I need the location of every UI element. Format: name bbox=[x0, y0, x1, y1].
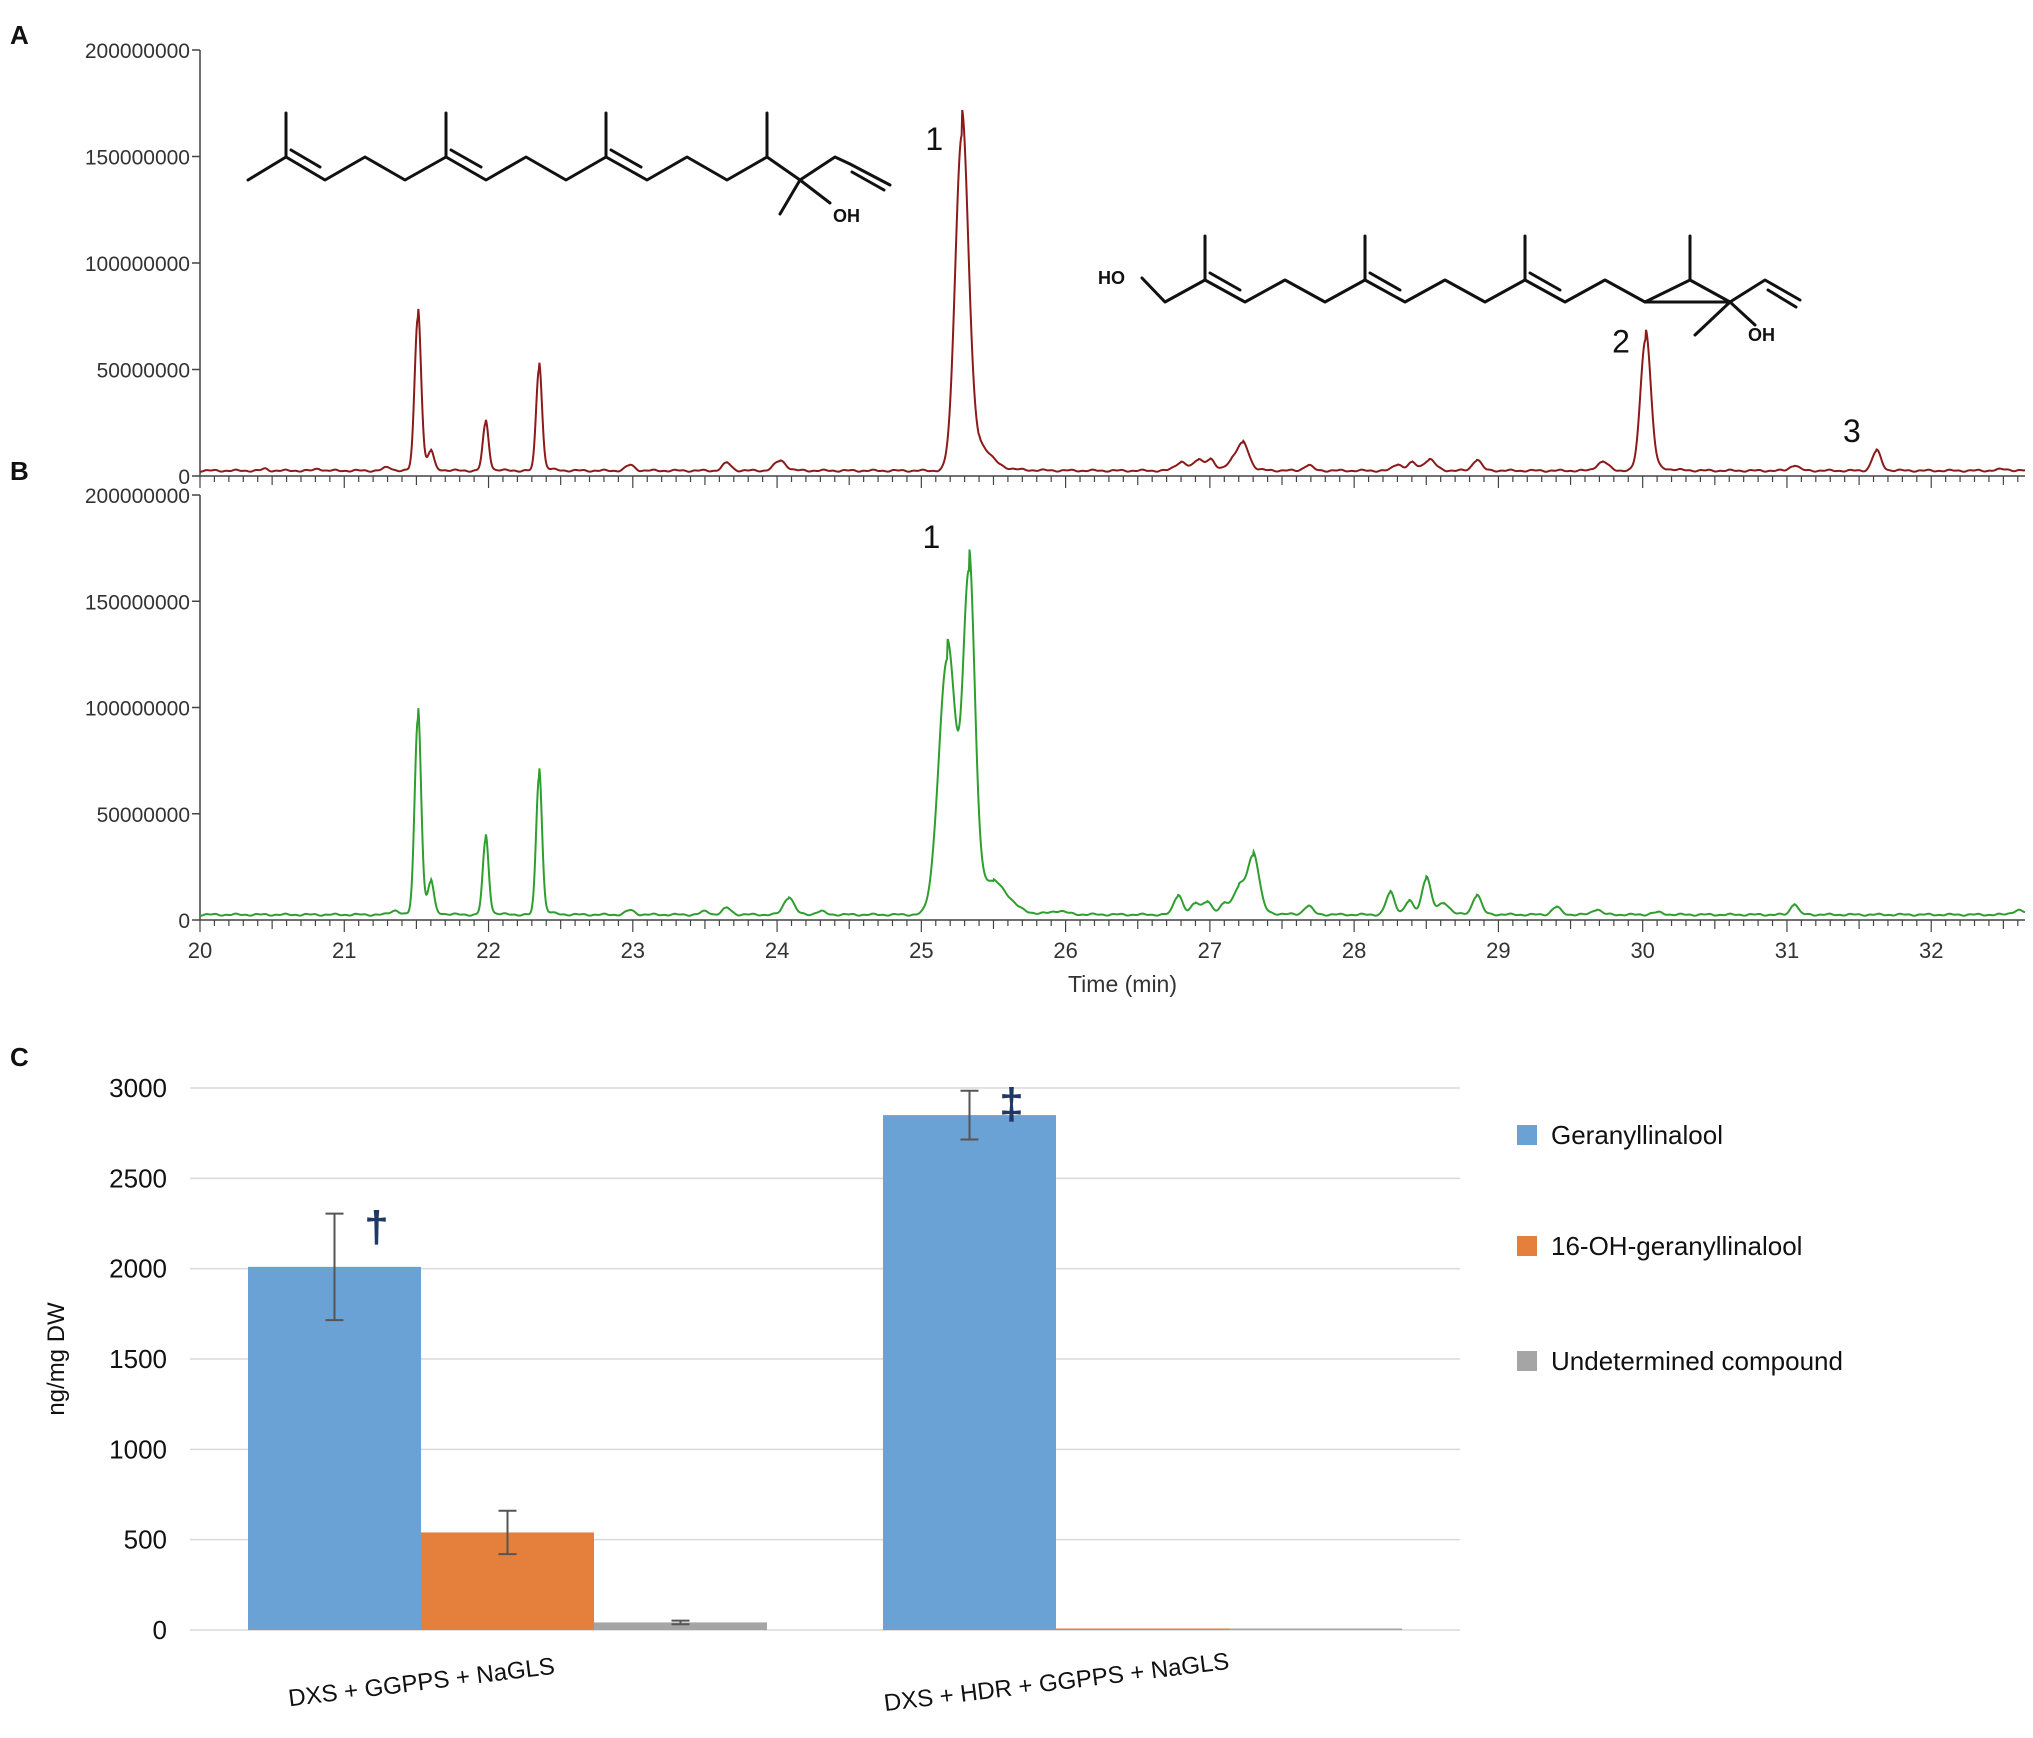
structure-1-oh-label: OH bbox=[833, 206, 860, 226]
x-tick-label: 27 bbox=[1198, 938, 1222, 963]
y-tick-label: 1500 bbox=[109, 1344, 167, 1374]
chromatogram-a: 0 50000000 100000000 150000000 200000000 1 2 3 bbox=[85, 40, 2026, 489]
legend-label: Geranyllinalool bbox=[1551, 1120, 1723, 1150]
legend-swatch bbox=[1517, 1125, 1537, 1145]
significance-mark: † bbox=[364, 1203, 388, 1252]
structure-2-double-bond bbox=[1766, 288, 1798, 309]
category-label: DXS + HDR + GGPPS + NaGLS bbox=[883, 1648, 1231, 1717]
x-tick-label: 30 bbox=[1630, 938, 1654, 963]
x-tick-label: 22 bbox=[476, 938, 500, 963]
legend-label: 16-OH-geranyllinalool bbox=[1551, 1231, 1802, 1261]
structure-2-double-bond bbox=[1528, 271, 1562, 292]
y-axis-label: ng/mg DW bbox=[43, 1302, 70, 1416]
bar bbox=[594, 1622, 767, 1630]
peak-label: 2 bbox=[1612, 323, 1630, 359]
structure-1-double-bond bbox=[609, 148, 643, 169]
y-tick-label: 50000000 bbox=[97, 360, 190, 383]
x-tick-label: 32 bbox=[1919, 938, 1943, 963]
y-tick-label: 200000000 bbox=[85, 485, 190, 508]
y-tick-label: 0 bbox=[153, 1615, 167, 1645]
y-tick-label: 2000 bbox=[109, 1254, 167, 1284]
structure-1-double-bond bbox=[850, 170, 886, 192]
bar bbox=[1056, 1628, 1229, 1630]
structure-1-bond bbox=[778, 178, 802, 216]
peak-label: 1 bbox=[923, 519, 941, 555]
legend-swatch bbox=[1517, 1351, 1537, 1371]
x-tick-label: 24 bbox=[765, 938, 789, 963]
structure-1-bond bbox=[798, 178, 832, 205]
x-tick-label: 25 bbox=[909, 938, 933, 963]
x-tick-label: 23 bbox=[621, 938, 645, 963]
structure-2-oh-label: OH bbox=[1748, 325, 1775, 345]
peak-label: 1 bbox=[925, 121, 943, 157]
chromatogram-trace bbox=[199, 109, 2026, 473]
y-tick-label: 3000 bbox=[109, 1073, 167, 1103]
chromatogram-b: 0 50000000 100000000 150000000 200000000 20 21… bbox=[85, 485, 2026, 997]
legend-label: Undetermined compound bbox=[1551, 1346, 1843, 1376]
panel-label-c: C bbox=[10, 1042, 29, 1072]
x-tick-label: 26 bbox=[1053, 938, 1077, 963]
y-tick-label: 100000000 bbox=[85, 698, 190, 721]
structure-16-oh-geranyllinalool bbox=[1140, 234, 1802, 337]
y-tick-label: 100000000 bbox=[85, 253, 190, 276]
x-tick-label: 31 bbox=[1775, 938, 1799, 963]
structure-1-chain bbox=[246, 155, 892, 187]
y-tick-label: 200000000 bbox=[85, 40, 190, 63]
y-tick-label: 500 bbox=[124, 1525, 167, 1555]
structure-2-double-bond bbox=[1208, 271, 1242, 292]
chromatogram-trace bbox=[199, 549, 2026, 917]
structure-2-chain bbox=[1643, 278, 1732, 304]
bar-chart-c: 0 500 1000 1500 2000 2500 3000 ng/mg DW † DXS + G… bbox=[43, 1073, 1843, 1717]
bar bbox=[883, 1115, 1056, 1630]
structure-2-chain bbox=[1140, 276, 1802, 304]
peak-label: 3 bbox=[1843, 413, 1861, 449]
y-tick-label: 1000 bbox=[109, 1434, 167, 1464]
category-label: DXS + GGPPS + NaGLS bbox=[287, 1653, 556, 1712]
y-tick-label: 150000000 bbox=[85, 591, 190, 614]
x-axis-label: Time (min) bbox=[1068, 971, 1177, 997]
x-tick-label: 20 bbox=[188, 938, 212, 963]
significance-mark: ‡ bbox=[999, 1080, 1023, 1129]
y-tick-label: 0 bbox=[178, 466, 190, 489]
structure-2-bond bbox=[1693, 300, 1732, 337]
structure-1-double-bond bbox=[289, 148, 322, 169]
panel-label-a: A bbox=[10, 20, 29, 50]
x-tick-label: 21 bbox=[332, 938, 356, 963]
structure-1-double-bond bbox=[449, 148, 483, 169]
structure-2-ho-label: HO bbox=[1098, 268, 1125, 288]
bar bbox=[1229, 1628, 1402, 1630]
legend-swatch bbox=[1517, 1236, 1537, 1256]
y-tick-label: 50000000 bbox=[97, 804, 190, 827]
structure-2-double-bond bbox=[1368, 271, 1402, 292]
structure-2-bond bbox=[1728, 300, 1757, 327]
y-tick-label: 0 bbox=[178, 910, 190, 933]
structure-geranyllinalool bbox=[246, 111, 892, 216]
y-tick-label: 2500 bbox=[109, 1163, 167, 1193]
panel-label-b: B bbox=[10, 456, 29, 486]
y-tick-label: 150000000 bbox=[85, 147, 190, 170]
x-tick-label: 29 bbox=[1486, 938, 1510, 963]
x-tick-label: 28 bbox=[1342, 938, 1366, 963]
bar bbox=[248, 1266, 421, 1630]
